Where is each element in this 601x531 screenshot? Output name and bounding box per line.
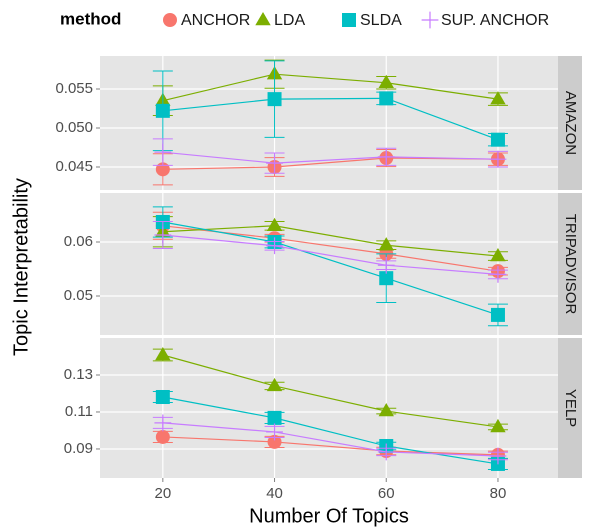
series-line <box>162 225 499 257</box>
point <box>155 346 171 361</box>
y-tick-label: 0.06 <box>64 233 93 250</box>
point <box>266 423 283 441</box>
strip-label: AMAZON <box>562 91 579 155</box>
point <box>490 307 505 322</box>
x-tick-label: 80 <box>490 485 507 502</box>
legend-key <box>342 13 356 27</box>
legend-key <box>255 11 271 26</box>
strip-background <box>558 56 582 190</box>
legend-label: SLDA <box>360 12 402 29</box>
strip-label: YELP <box>562 389 579 427</box>
y-tick-label: 0.11 <box>65 403 93 420</box>
strip-background <box>558 338 582 478</box>
point <box>267 92 282 107</box>
y-tick-label: 0.055 <box>55 80 93 97</box>
x-tick-label: 40 <box>266 485 283 502</box>
point <box>377 148 395 166</box>
point <box>490 247 506 262</box>
legend-label: LDA <box>274 12 305 29</box>
point <box>154 414 172 432</box>
point <box>378 74 394 89</box>
legend-title: method <box>60 9 121 28</box>
point <box>490 418 506 433</box>
legend-label: SUP. ANCHOR <box>441 12 549 29</box>
point <box>489 265 507 283</box>
point <box>155 103 170 118</box>
point <box>266 237 283 255</box>
series-line <box>162 354 499 428</box>
strip-background <box>558 193 582 335</box>
y-axis-label: Topic Interpretability <box>10 178 32 356</box>
x-axis-label: Number Of Topics <box>249 505 409 527</box>
point <box>490 132 505 147</box>
point <box>377 256 395 274</box>
legend-label: ANCHOR <box>181 12 250 29</box>
point <box>154 143 172 161</box>
point <box>490 91 506 105</box>
series-line <box>162 97 499 141</box>
y-tick-label: 0.05 <box>64 287 93 304</box>
x-tick-label: 20 <box>154 485 171 502</box>
point <box>155 429 170 444</box>
legend-key <box>421 11 439 29</box>
point <box>489 150 507 168</box>
series-line <box>162 422 498 457</box>
point <box>267 410 282 425</box>
point <box>266 154 283 172</box>
y-tick-label: 0.050 <box>55 119 93 136</box>
point <box>154 226 172 244</box>
point <box>379 271 394 286</box>
point <box>266 217 283 232</box>
point <box>378 237 394 251</box>
x-tick-label: 60 <box>378 485 395 502</box>
y-tick-label: 0.09 <box>64 440 93 457</box>
point <box>267 434 282 449</box>
series-line <box>162 436 498 456</box>
point <box>155 389 170 404</box>
series-line <box>162 396 499 465</box>
strip-label: TRIPADVISOR <box>562 214 579 315</box>
series-line <box>162 221 499 316</box>
point <box>379 91 394 106</box>
point <box>377 443 395 461</box>
point <box>489 447 507 465</box>
series-line <box>162 73 499 102</box>
legend-key <box>163 13 177 27</box>
y-tick-label: 0.045 <box>55 158 93 175</box>
series-line <box>162 234 499 275</box>
point <box>378 403 394 417</box>
series-line <box>162 151 498 164</box>
panel-background <box>100 193 558 335</box>
point <box>266 377 283 392</box>
y-tick-label: 0.13 <box>64 366 93 383</box>
